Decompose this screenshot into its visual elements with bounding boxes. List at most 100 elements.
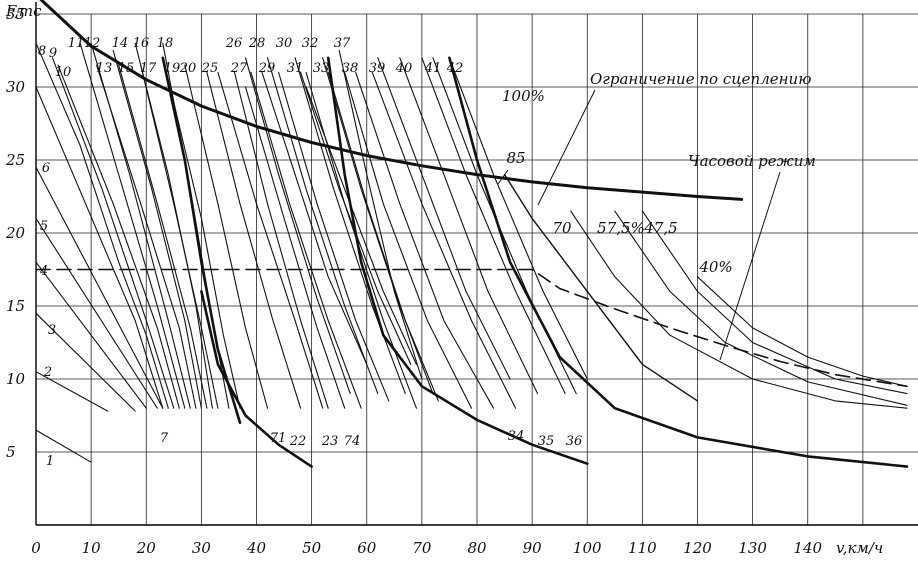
curve-label-6: 6 [42,161,50,176]
curve-5 [35,217,158,409]
curve-label-5: 5 [40,219,48,234]
curve-label-40: 40 [395,61,413,76]
y-tick-label: 35 [6,5,25,23]
curve-12 [90,42,191,409]
curve-label-19: 19 [164,61,181,76]
curve-4 [35,261,147,409]
curve-label-2: 2 [43,365,52,380]
curve-72 [261,71,368,365]
curve-21 [161,56,242,425]
y-tick-label: 5 [6,443,16,461]
curve-label-1: 1 [46,454,54,469]
curve-34 [344,71,473,409]
x-tick-label: 80 [467,539,487,557]
curve-label-34: 34 [508,429,525,444]
curve-label-42: 42 [446,61,464,76]
leader-line [719,171,781,361]
curve-label-12: 12 [84,36,101,51]
curve-label-31: 31 [287,61,304,76]
curve-label-29: 29 [258,61,276,76]
curve-23 [233,71,329,409]
curve-label-39: 39 [369,61,386,76]
curve-label-11: 11 [68,36,85,51]
curve-label-17: 17 [140,61,157,76]
axes [35,2,918,526]
curve-label-32: 32 [302,36,319,51]
labels: 0 10 20 30 40 50 60 70 80 90 100 110 120 130 140510152… [5,2,883,557]
curve-Часовой-режим [35,268,908,388]
curve-35 [355,71,495,409]
curve-16 [134,42,213,409]
x-tick-label: 110 [628,539,657,557]
curve-73 [300,71,412,365]
x-tick-label: 130 [738,539,767,557]
curve-label-3: 3 [48,323,56,338]
curve-28 [266,57,379,395]
curve-36 [371,71,517,409]
curve-label-38: 38 [342,61,359,76]
curve-label-4: 4 [39,264,48,279]
curve-22 [206,71,302,409]
curve-label-23: 23 [321,434,339,449]
curve-label-7: 7 [160,431,169,446]
curve-34-bold- [326,56,589,466]
curve-label-16: 16 [133,36,150,51]
curve-1 [35,429,92,463]
curve-39 [399,57,539,395]
leader-line [497,169,509,185]
x-tick-label: 20 [136,539,157,557]
y-tick-label: 30 [6,78,26,96]
curve-label-13: 13 [96,61,113,76]
curve-15 [118,64,208,409]
curve-85 [503,173,699,402]
curve-17 [140,64,219,409]
curve-9 [51,57,175,409]
curve-13 [96,64,197,409]
y-tick-label: 15 [6,297,25,315]
curve-10 [57,64,180,409]
curve-label-30: 30 [276,36,293,51]
curve-33 [327,71,439,402]
curve-70 [570,210,908,409]
x-tick-label: 40 [246,539,267,557]
curve-label-36: 36 [566,434,583,449]
curve-label-37: 37 [334,36,351,51]
curve-40% [696,276,908,387]
curve-30 [294,57,406,395]
curve-32 [322,57,434,395]
curve-label-15: 15 [118,61,135,76]
curve-label-14: 14 [112,36,129,51]
annotation-Ограничение-по-сцеплению: Ограничение по сцеплению [590,70,811,88]
annotation-47-5: 47,5 [643,219,677,237]
annotation-100%: 100% [502,87,545,105]
x-tick-label: 50 [302,539,322,557]
curve-71 [200,290,313,468]
curve-label-35: 35 [538,434,555,449]
curve-label-8: 8 [38,44,46,59]
curve-40 [421,57,566,395]
curve-37 [338,49,423,380]
curve-14 [112,49,202,409]
curve-label-20: 20 [179,61,197,76]
x-tick-label: 0 [31,539,41,557]
curve-38 [377,57,511,380]
curve-label-41: 41 [424,61,442,76]
y-tick-label: 10 [6,370,26,388]
y-tick-label: 20 [5,224,26,242]
curve-42 [448,57,588,380]
curve-26 [244,57,351,395]
y-tick-label: 25 [5,151,25,169]
curve-label-22: 22 [289,434,307,449]
x-tick-label: 100 [573,539,602,557]
curve-label-71: 71 [270,431,287,446]
curve-label-18: 18 [157,36,174,51]
curve-2 [35,371,109,412]
curve-6 [35,166,164,409]
x-tick-label: 60 [357,539,377,557]
curve-label-33: 33 [313,61,330,76]
curve-8 [35,42,169,409]
curve-25 [217,71,324,409]
annotation-57-5%: 57,5% [597,219,645,237]
curve-11 [79,42,186,409]
